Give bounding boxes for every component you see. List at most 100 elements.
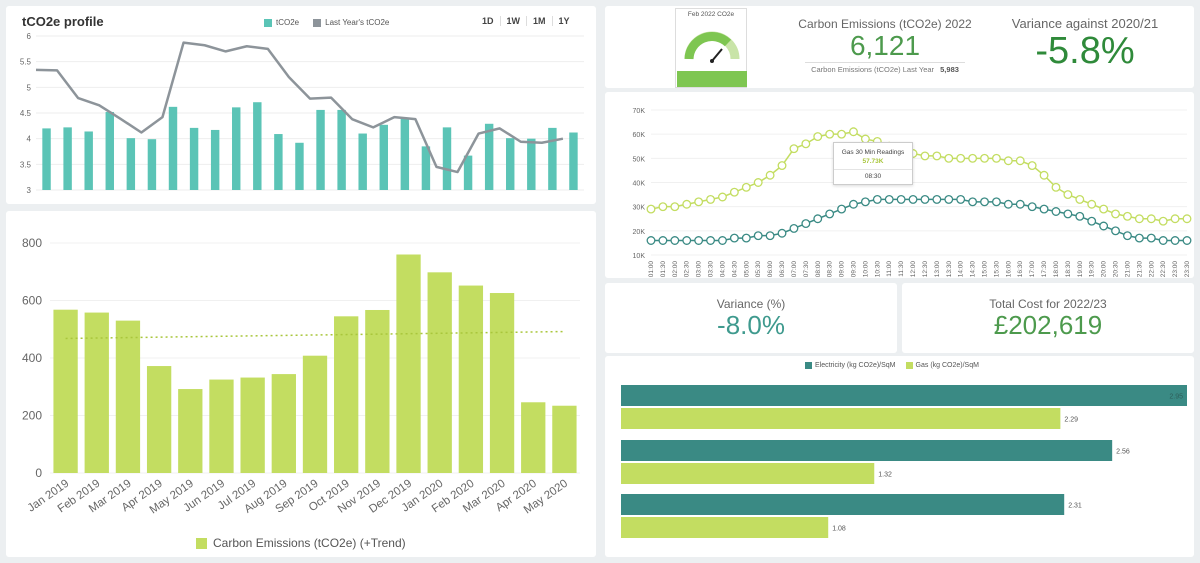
electricity-value-label: 2.56 [1116,449,1130,456]
electricity-point [789,223,799,233]
kpi-main-divider [805,62,965,63]
gas-x-tick: 23:00 [1172,261,1179,278]
monthly-bar [365,309,390,473]
gas-x-tick: 12:30 [922,261,929,278]
gas-point [789,144,799,154]
electricity-point [872,194,882,204]
gas-point [837,129,847,139]
profile-bar [316,109,325,190]
gas-point [682,199,692,209]
kpi-variance-year-value: -5.8% [1035,30,1135,72]
range-1y-button[interactable]: 1Y [558,16,570,26]
monthly-y-tick: 600 [22,294,42,308]
gas-x-tick: 07:00 [791,261,798,278]
profile-bar [569,132,578,190]
kpi-main-sub-value: 5,983 [940,65,959,74]
profile-y-tick: 6 [27,32,32,41]
profile-bar [147,139,157,190]
gas-x-tick: 13:00 [934,261,941,278]
electricity-point [1182,236,1192,245]
electricity-point [1075,211,1085,221]
monthly-legend[interactable]: Carbon Emissions (tCO2e) (+Trend) [196,536,406,550]
electricity-point [1087,216,1097,226]
kpi-main-value: 6,121 [849,30,921,61]
gas-x-tick: 13:30 [946,261,953,278]
electricity-point [980,197,989,207]
profile-y-tick: 5 [27,83,32,92]
gas-point [741,182,751,192]
gas-point [813,132,823,142]
electricity-point [1063,209,1073,219]
gas-x-tick: 02:30 [684,261,691,278]
electricity-point [908,194,918,204]
gas-point [801,139,811,149]
legend-electricity[interactable]: Electricity (kg CO2e)/SqM [805,362,896,369]
gas-point [920,151,930,161]
total-cost-card: Total Cost for 2022/23 £202,619 [902,283,1194,353]
legend-swatch-grey [313,18,322,27]
gas-x-tick: 22:00 [1148,261,1155,278]
profile-bar [548,127,557,190]
monthly-bar [458,285,484,473]
gas-point [1027,161,1037,171]
electricity-point [777,228,787,238]
electricity-point [1146,233,1156,243]
monthly-bar [552,405,577,473]
gas-value-label: 2.29 [1064,417,1078,424]
profile-bar [210,129,220,190]
gas-point [1146,214,1156,224]
gas-point [1170,214,1180,224]
gas-x-tick: 08:30 [827,261,834,278]
profile-bar [253,102,262,190]
profile-bar [527,138,536,190]
gas-x-tick: 16:00 [1005,261,1012,278]
reading-tooltip: Gas 30 Min Readings 57.73K 08:30 [833,142,913,185]
tooltip-divider [834,169,912,170]
legend-gas[interactable]: Gas (kg CO2e)/SqM [905,362,979,369]
electricity-point [753,231,763,241]
electricity-point [956,194,966,204]
electricity-point [658,236,668,245]
monthly-trend-line [65,330,565,340]
legend-tco2e[interactable]: tCO2e [264,18,299,27]
gas-point [849,127,858,137]
gas-x-tick: 11:00 [886,261,893,277]
gas-point [1099,204,1109,214]
gas-readings-chart: 10K 20K 30K 40K 50K 60K 70K 01:00 01:30 02:00 02:3… [633,108,1192,278]
gas-point [932,151,942,161]
legend-gas-label: Gas (kg CO2e)/SqM [915,362,979,369]
gas-y-tick: 30K [633,205,646,212]
profile-bar [274,134,283,190]
gas-x-tick: 04:30 [731,261,738,278]
electricity-point [1170,236,1180,245]
gauge-widget: Feb 2022 CO2e [675,8,747,88]
range-1m-button[interactable]: 1M [527,16,553,26]
intensity-card: Electricity (kg CO2e)/SqM Gas (kg CO2e)/… [605,356,1194,557]
gas-point [729,187,739,197]
range-1w-button[interactable]: 1W [501,16,528,26]
gas-value-label: 1.08 [832,526,846,533]
gas-x-tick: 03:00 [696,261,703,278]
kpi-variance-year-label: Variance against 2020/21 [1011,16,1159,31]
gas-point [1122,211,1132,221]
legend-swatch-teal [264,18,272,27]
range-1d-button[interactable]: 1D [476,16,501,26]
profile-bar [358,133,367,190]
gas-x-tick: 03:30 [708,261,715,278]
monthly-bar [489,293,515,473]
gas-x-tick: 21:00 [1124,261,1131,278]
legend-tco2e-label: tCO2e [276,18,300,27]
monthly-bar [240,377,265,473]
profile-bar [463,155,473,190]
gas-x-tick: 05:00 [743,261,750,278]
gas-x-tick: 05:30 [755,261,762,278]
legend-last-year[interactable]: Last Year's tCO2e [313,18,389,27]
profile-y-tick: 3.5 [20,160,32,169]
electricity-point [991,197,1001,207]
gas-point [1039,170,1049,180]
electricity-bar [621,440,1113,461]
gas-x-tick: 20:00 [1101,261,1108,278]
gas-x-tick: 08:00 [815,261,822,278]
gas-x-tick: 20:30 [1113,261,1120,278]
electricity-point [932,194,942,204]
